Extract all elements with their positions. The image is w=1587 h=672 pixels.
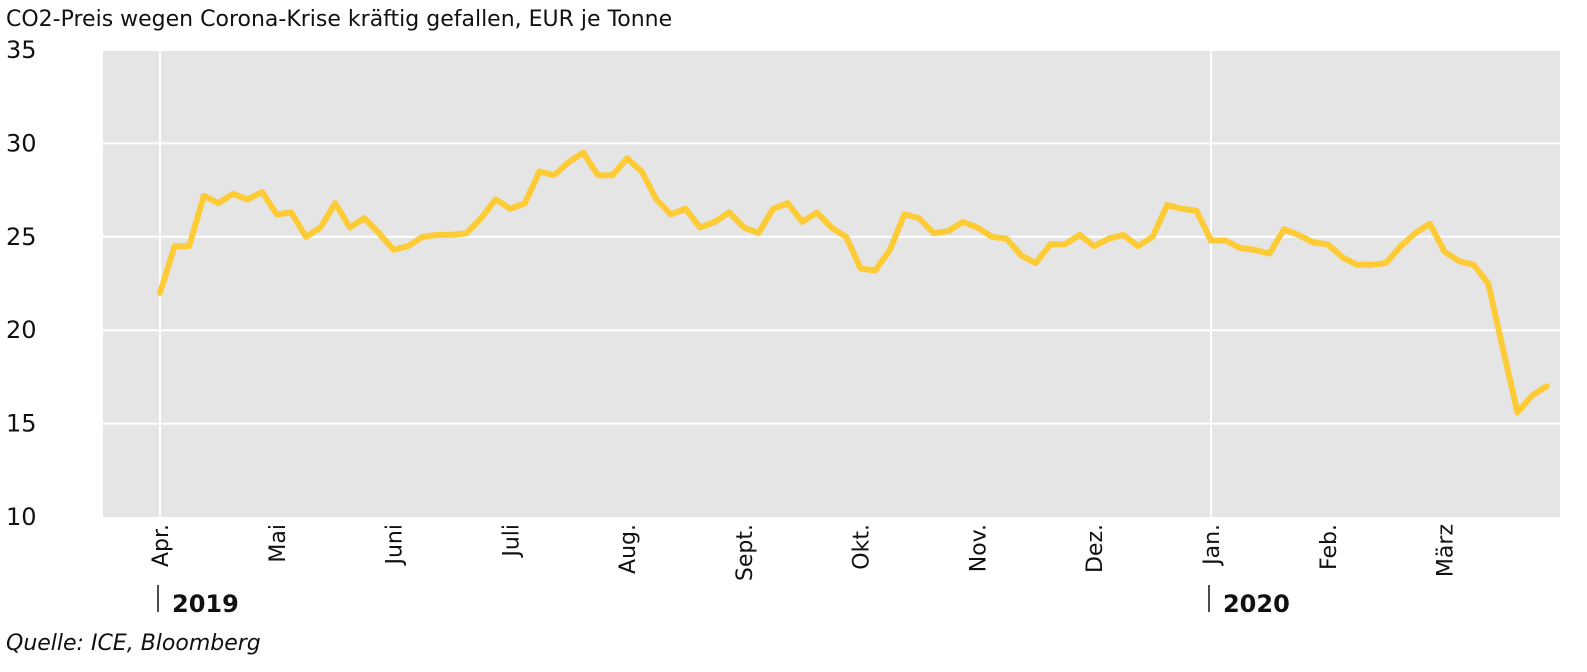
x-tick-label: Juli: [499, 524, 524, 559]
x-tick-label: Mai: [266, 524, 291, 563]
source-note: Quelle: ICE, Bloomberg: [6, 631, 261, 656]
year-label: 2019: [172, 590, 239, 618]
plot-background: [103, 50, 1560, 517]
x-tick-label: Nov.: [966, 524, 991, 572]
x-tick-label: Jan.: [1200, 524, 1225, 567]
y-tick-label: 25: [6, 223, 37, 251]
x-tick-label: März: [1434, 524, 1459, 577]
y-tick-label: 20: [6, 316, 37, 344]
y-tick-label: 10: [6, 503, 37, 531]
x-tick-label: Aug.: [616, 524, 641, 574]
x-tick-label: Dez.: [1083, 524, 1108, 573]
price-line: [157, 149, 1550, 416]
y-tick-label: 15: [6, 410, 37, 438]
y-tick-label: 30: [6, 129, 37, 157]
x-tick-label: Okt.: [850, 524, 875, 570]
x-tick-label: Juni: [383, 524, 408, 567]
x-tick-label: Feb.: [1317, 524, 1342, 570]
year-label: 2020: [1223, 590, 1290, 618]
y-tick-label: 35: [6, 36, 37, 64]
x-tick-label: Sept.: [733, 524, 758, 581]
chart-title: CO2-Preis wegen Corona-Krise kräftig gef…: [6, 7, 672, 32]
x-tick-label: Apr.: [149, 524, 174, 567]
